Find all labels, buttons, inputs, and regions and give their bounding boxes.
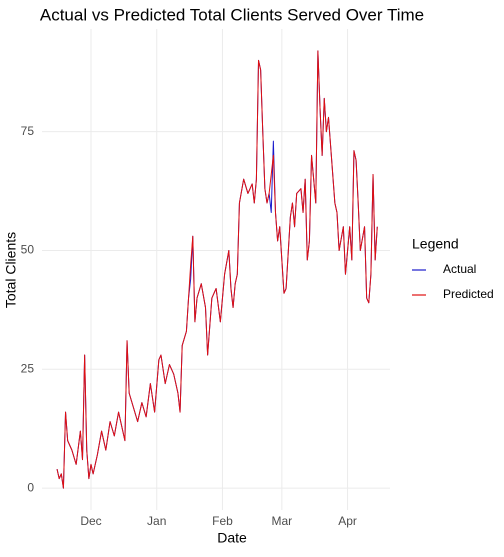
legend-label: Actual [443,262,476,276]
x-tick-label: Apr [338,514,357,528]
legend-title: Legend [412,236,459,252]
y-tick-label: 25 [21,361,35,375]
x-tick-label: Feb [212,514,233,528]
x-axis-label: Date [217,530,247,546]
x-tick-label: Mar [272,514,293,528]
y-tick-label: 75 [21,124,35,138]
grid [42,29,390,510]
data-line [56,50,378,489]
x-tick-label: Dec [80,514,101,528]
plot-area [56,50,378,489]
legend-label: Predicted [443,287,494,301]
x-tick-label: Jan [147,514,166,528]
y-axis-label: Total Clients [3,232,19,308]
y-tick-label: 50 [21,243,35,257]
chart-title: Actual vs Predicted Total Clients Served… [40,5,424,24]
y-tick-label: 0 [27,480,34,494]
